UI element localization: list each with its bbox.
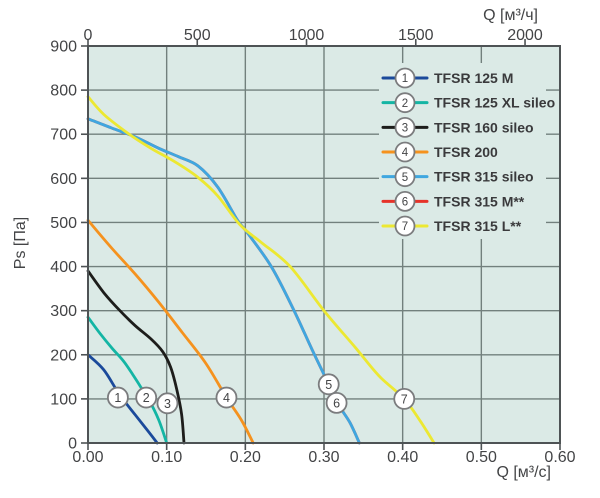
marker-circle bbox=[317, 373, 340, 396]
legend-label: TFSR 315 sileo bbox=[434, 169, 534, 185]
marker-circle bbox=[394, 141, 416, 163]
legend-label: TFSR 125 XL sileo bbox=[434, 95, 555, 111]
curve-marker-4: 4 bbox=[215, 386, 238, 409]
legend-label: TFSR 125 M bbox=[434, 70, 513, 86]
marker-circle bbox=[394, 92, 416, 114]
y-tick-label: 300 bbox=[50, 303, 77, 320]
x-tick-label-top: 1500 bbox=[398, 27, 434, 44]
curve-markers-layer: 1 2 3 4 56 7 bbox=[106, 373, 416, 415]
legend-marker-2: 2 bbox=[394, 92, 416, 114]
marker-circle bbox=[156, 392, 179, 415]
marker-circle bbox=[215, 386, 238, 409]
marker-number: 1 bbox=[402, 73, 408, 85]
marker-circle bbox=[394, 166, 416, 188]
x-axis-title-top: Q [м³/ч] bbox=[483, 7, 538, 24]
legend-item-1: 1 TFSR 125 M bbox=[381, 67, 513, 89]
legend-marker-6: 6 bbox=[394, 190, 416, 212]
x-tick-label-top: 2000 bbox=[507, 27, 543, 44]
curve-tfsr-125-m bbox=[86, 353, 159, 445]
y-tick-label: 100 bbox=[50, 391, 77, 408]
curve-tfsr-160-sileo bbox=[86, 269, 186, 445]
x-tick-label-top: 0 bbox=[84, 27, 93, 44]
marker-number: 1 bbox=[114, 391, 121, 405]
y-tick-label: 0 bbox=[68, 436, 77, 453]
curve-marker-3: 3 bbox=[156, 392, 179, 415]
legend-label: TFSR 160 sileo bbox=[434, 119, 534, 135]
legend-item-2: 2 TFSR 125 XL sileo bbox=[381, 92, 555, 114]
marker-circle bbox=[135, 386, 158, 409]
y-tick-label: 200 bbox=[50, 347, 77, 364]
y-tick-label: 900 bbox=[50, 39, 77, 56]
curve-tfsr-315-l bbox=[86, 95, 436, 445]
x-tick-label-bottom: 0.00 bbox=[72, 449, 103, 466]
legend-marker-4: 4 bbox=[394, 141, 416, 163]
axes-layer: 0.00 0.10 0.20 0.30 0.40 0.50 0.600 500 1000 1500… bbox=[50, 27, 575, 466]
marker-circle bbox=[106, 386, 129, 409]
y-tick-label: 700 bbox=[50, 127, 77, 144]
x-tick-label-bottom: 0.40 bbox=[387, 449, 418, 466]
marker-number: 3 bbox=[164, 397, 171, 411]
legend-item-6: 6 TFSR 315 M** bbox=[381, 190, 525, 212]
y-tick-label: 500 bbox=[50, 215, 77, 232]
marker-number: 2 bbox=[402, 98, 408, 110]
legend-item-4: 4 TFSR 200 bbox=[381, 141, 498, 163]
marker-number: 5 bbox=[402, 172, 408, 184]
marker-number: 6 bbox=[333, 396, 340, 410]
marker-circle bbox=[394, 215, 416, 237]
curve-tfsr-200 bbox=[86, 218, 255, 445]
legend-item-5: 5 TFSR 315 sileo bbox=[381, 166, 534, 188]
marker-circle bbox=[393, 387, 416, 410]
legend-marker-1: 1 bbox=[394, 67, 416, 89]
x-tick-label-bottom: 0.10 bbox=[151, 449, 182, 466]
curve-marker-6: 6 bbox=[325, 391, 348, 414]
marker-number: 4 bbox=[223, 391, 230, 405]
x-tick-label-bottom: 0.50 bbox=[466, 449, 497, 466]
x-tick-label-top: 500 bbox=[184, 27, 211, 44]
curve-marker-7: 7 bbox=[393, 387, 416, 410]
y-tick-label: 400 bbox=[50, 259, 77, 276]
legend-marker-5: 5 bbox=[394, 166, 416, 188]
marker-number: 3 bbox=[402, 122, 408, 134]
y-axis-title: Ps [Па] bbox=[12, 217, 29, 269]
legend-marker-3: 3 bbox=[394, 116, 416, 138]
curve-marker-1: 1 bbox=[106, 386, 129, 409]
marker-number: 4 bbox=[402, 147, 409, 159]
legend-marker-7: 7 bbox=[394, 215, 416, 237]
marker-number: 5 bbox=[325, 378, 332, 392]
legend-label: TFSR 200 bbox=[434, 144, 498, 160]
legend: 1 TFSR 125 M 2 TFSR 125 XL sileo 3 TFSR 160 s… bbox=[381, 67, 555, 237]
x-tick-label-bottom: 0.20 bbox=[230, 449, 261, 466]
legend-label: TFSR 315 M** bbox=[434, 193, 525, 209]
marker-number: 7 bbox=[401, 392, 408, 406]
curve-tfsr-125-xl-sileo bbox=[86, 315, 169, 445]
marker-number: 6 bbox=[402, 196, 408, 208]
legend-item-7: 7 TFSR 315 L** bbox=[381, 215, 522, 237]
curve-marker-2: 2 bbox=[135, 386, 158, 409]
x-axis-title-bottom: Q [м³/c] bbox=[496, 464, 551, 481]
y-tick-label: 800 bbox=[50, 83, 77, 100]
legend-label: TFSR 315 L** bbox=[434, 218, 522, 234]
marker-number: 2 bbox=[143, 391, 150, 405]
x-tick-label-top: 1000 bbox=[289, 27, 325, 44]
marker-circle bbox=[325, 391, 348, 414]
x-tick-label-bottom: 0.30 bbox=[308, 449, 339, 466]
legend-item-3: 3 TFSR 160 sileo bbox=[381, 116, 534, 138]
marker-circle bbox=[394, 67, 416, 89]
y-tick-label: 600 bbox=[50, 171, 77, 188]
marker-circle bbox=[394, 116, 416, 138]
marker-circle bbox=[394, 190, 416, 212]
x-tick-label-bottom: 0.60 bbox=[544, 449, 575, 466]
curve-marker-5: 5 bbox=[317, 373, 340, 396]
marker-number: 7 bbox=[402, 221, 408, 233]
